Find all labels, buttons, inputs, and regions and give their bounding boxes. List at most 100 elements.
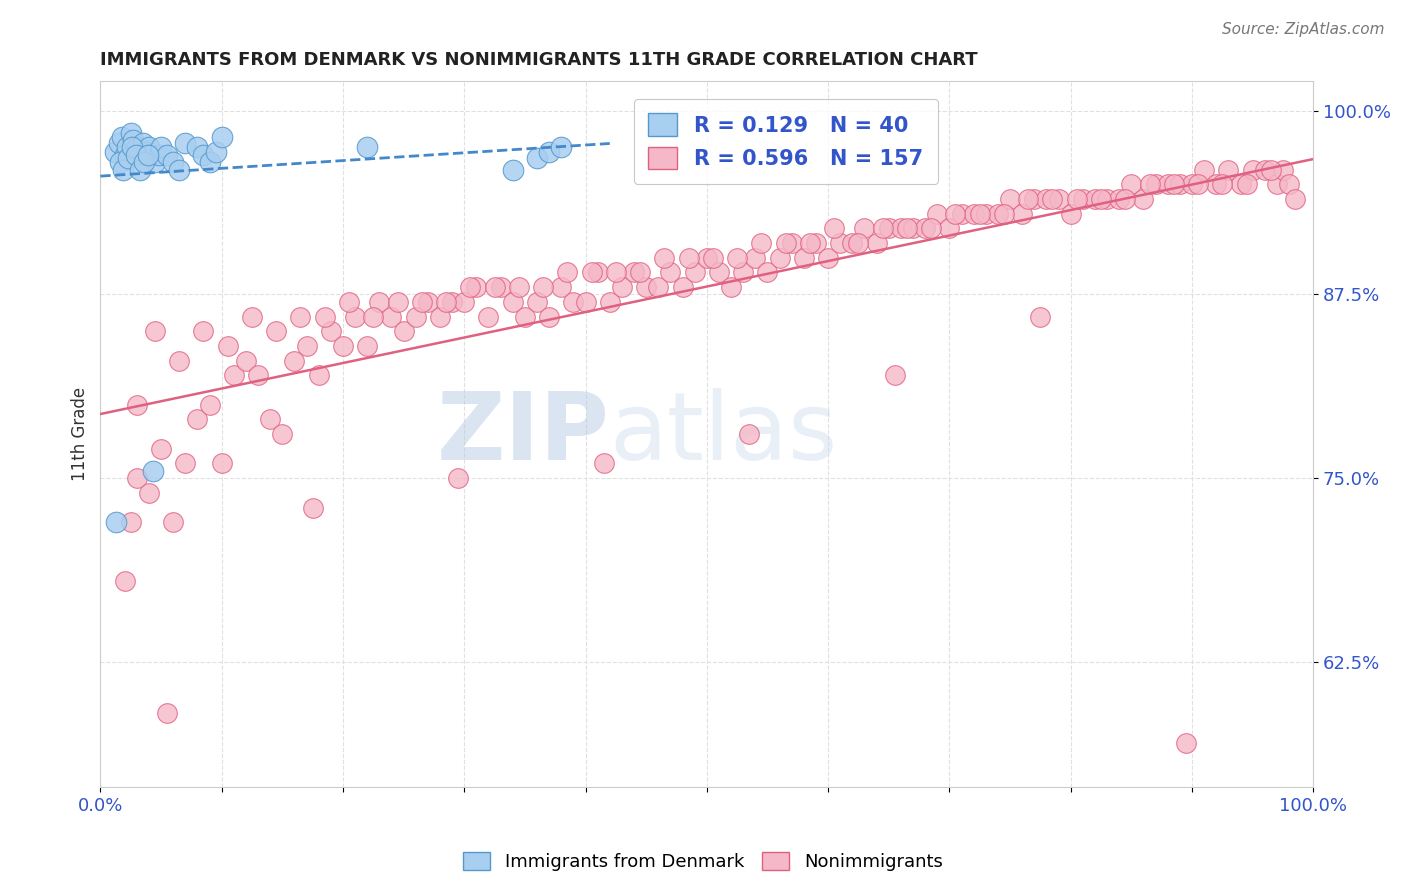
Point	[531, 280, 554, 294]
Point	[538, 145, 561, 159]
Point	[105, 516, 128, 530]
Point	[804, 235, 827, 250]
Point	[1192, 162, 1215, 177]
Point	[526, 294, 548, 309]
Point	[592, 457, 614, 471]
Point	[605, 265, 627, 279]
Point	[247, 368, 270, 383]
Point	[963, 206, 986, 220]
Point	[429, 310, 451, 324]
Point	[830, 235, 852, 250]
Point	[659, 265, 682, 279]
Point	[162, 155, 184, 169]
Point	[156, 148, 179, 162]
Point	[271, 427, 294, 442]
Point	[107, 136, 129, 150]
Point	[441, 294, 464, 309]
Point	[623, 265, 645, 279]
Point	[817, 251, 839, 265]
Point	[1187, 178, 1209, 192]
Point	[744, 251, 766, 265]
Point	[1168, 178, 1191, 192]
Point	[1218, 162, 1240, 177]
Point	[950, 206, 973, 220]
Point	[211, 457, 233, 471]
Point	[883, 368, 905, 383]
Point	[1042, 192, 1064, 206]
Point	[167, 353, 190, 368]
Point	[678, 251, 700, 265]
Point	[993, 206, 1015, 220]
Point	[150, 140, 173, 154]
Point	[411, 294, 433, 309]
Point	[114, 148, 136, 162]
Point	[1024, 192, 1046, 206]
Point	[550, 140, 572, 154]
Point	[235, 353, 257, 368]
Point	[974, 206, 997, 220]
Point	[707, 265, 730, 279]
Point	[193, 324, 215, 338]
Point	[1229, 178, 1251, 192]
Point	[387, 294, 409, 309]
Point	[1017, 192, 1039, 206]
Point	[1047, 192, 1070, 206]
Point	[392, 324, 415, 338]
Point	[204, 145, 226, 159]
Point	[295, 339, 318, 353]
Point	[240, 310, 263, 324]
Point	[574, 294, 596, 309]
Point	[217, 339, 239, 353]
Point	[186, 412, 208, 426]
Point	[586, 265, 609, 279]
Point	[405, 310, 427, 324]
Point	[1066, 192, 1088, 206]
Point	[987, 206, 1010, 220]
Point	[1278, 178, 1301, 192]
Point	[636, 280, 658, 294]
Point	[489, 280, 512, 294]
Point	[128, 148, 150, 162]
Point	[141, 464, 163, 478]
Point	[143, 324, 166, 338]
Point	[148, 148, 170, 162]
Point	[319, 324, 342, 338]
Point	[465, 280, 488, 294]
Point	[314, 310, 336, 324]
Point	[756, 265, 779, 279]
Point	[332, 339, 354, 353]
Point	[599, 294, 621, 309]
Point	[799, 235, 821, 250]
Point	[111, 130, 134, 145]
Point	[890, 221, 912, 235]
Point	[141, 148, 163, 162]
Point	[1181, 178, 1204, 192]
Point	[416, 294, 439, 309]
Point	[380, 310, 402, 324]
Point	[998, 192, 1021, 206]
Point	[538, 310, 561, 324]
Point	[1265, 178, 1288, 192]
Point	[738, 427, 761, 442]
Point	[104, 145, 127, 159]
Point	[115, 140, 138, 154]
Point	[1035, 192, 1057, 206]
Point	[1132, 192, 1154, 206]
Point	[848, 235, 870, 250]
Point	[344, 310, 367, 324]
Point	[1071, 192, 1094, 206]
Text: IMMIGRANTS FROM DENMARK VS NONIMMIGRANTS 11TH GRADE CORRELATION CHART: IMMIGRANTS FROM DENMARK VS NONIMMIGRANTS…	[100, 51, 979, 69]
Point	[124, 148, 146, 162]
Point	[356, 339, 378, 353]
Point	[502, 162, 524, 177]
Point	[914, 221, 936, 235]
Point	[877, 221, 900, 235]
Point	[222, 368, 245, 383]
Point	[174, 136, 197, 150]
Point	[186, 140, 208, 154]
Point	[1174, 736, 1197, 750]
Point	[927, 206, 949, 220]
Point	[135, 145, 157, 159]
Point	[361, 310, 384, 324]
Point	[1121, 178, 1143, 192]
